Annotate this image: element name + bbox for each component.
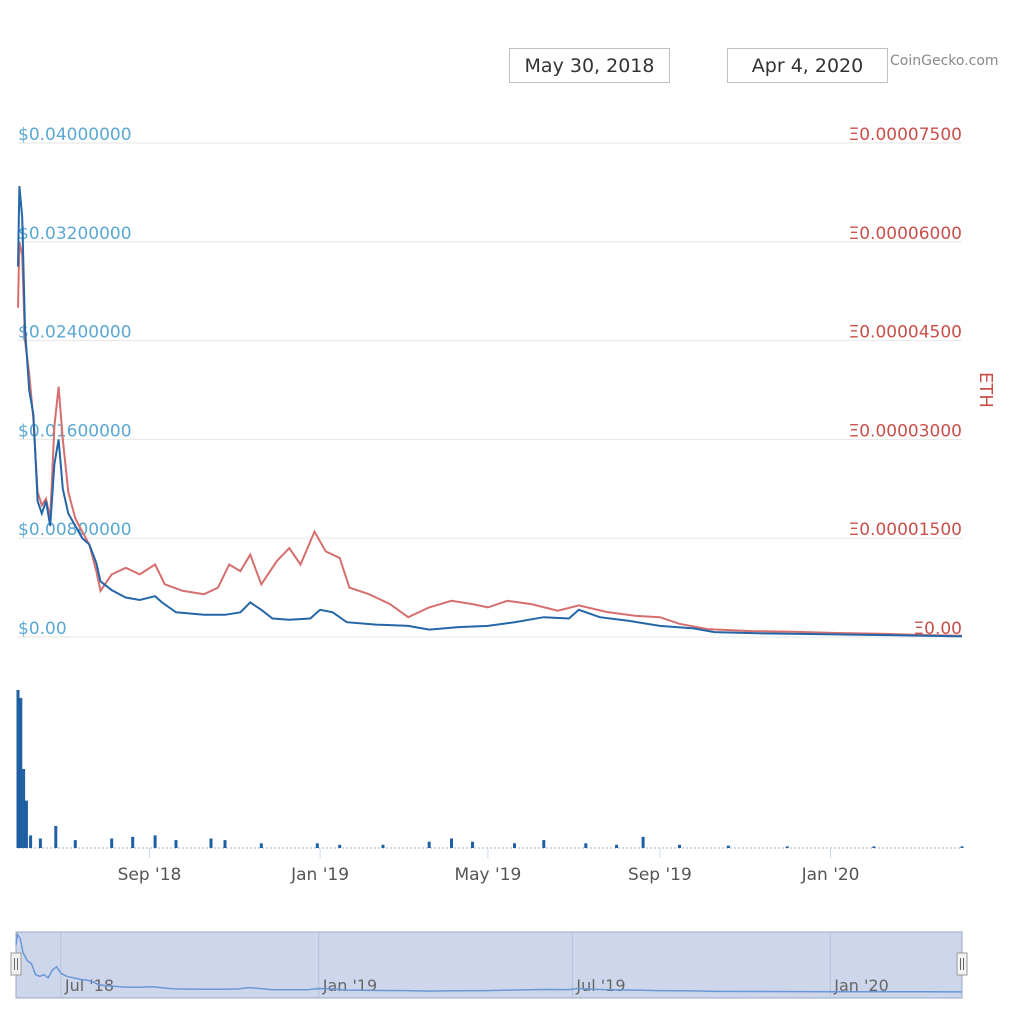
volume-bar (38, 838, 42, 848)
volume-bar (678, 844, 681, 848)
usd-tick-label: $0.04000000 (18, 125, 132, 145)
volume-bar (338, 844, 342, 848)
volume-bar (24, 800, 28, 848)
navigator-right-handle[interactable] (956, 952, 968, 976)
volume-bar (615, 844, 619, 848)
volume-bar (174, 840, 178, 848)
eth-tick-label: Ξ0.00006000 (849, 224, 963, 244)
volume-bar (22, 769, 26, 848)
volume-bar (641, 836, 645, 848)
volume-bar (73, 840, 77, 848)
volume-bar (513, 843, 516, 848)
usd-tick-label: $0.00 (18, 619, 67, 639)
volume-bars (16, 690, 964, 849)
volume-bar (427, 841, 431, 848)
x-tick-label: May '19 (454, 865, 521, 885)
navigator-tick-label: Jul '18 (64, 976, 114, 995)
price-lines (17, 186, 963, 638)
volume-bar (584, 843, 588, 848)
navigator[interactable]: Jul '18 Jan '19 Jul '19 Jan '20 (10, 931, 968, 999)
volume-bar (381, 844, 385, 848)
usd-axis: $0.00 $0.00800000 $0.01600000 $0.02400000 $0… (18, 125, 132, 639)
volume-bar (259, 843, 263, 848)
x-tick-label: Sep '19 (628, 865, 692, 885)
handle-grip (10, 952, 22, 976)
volume-bar (471, 841, 474, 848)
volume-bar (960, 846, 964, 848)
range-end-input[interactable]: Apr 4, 2020 (727, 48, 888, 83)
eth-tick-label: Ξ0.00007500 (849, 125, 963, 145)
navigator-series-line (15, 932, 963, 993)
usd-tick-label: $0.01600000 (18, 421, 132, 441)
volume-bar (542, 840, 546, 848)
volume-bar (223, 840, 227, 848)
credit-link[interactable]: CoinGecko.com (890, 53, 999, 69)
volume-bar (872, 846, 876, 848)
handle-grip (956, 952, 968, 976)
eth-tick-label: Ξ0.00 (913, 619, 962, 639)
eth-axis: Ξ0.00 Ξ0.00001500 Ξ0.00003000 Ξ0.00004500 Ξ0… (849, 125, 963, 639)
navigator-left-handle[interactable] (10, 952, 22, 976)
navigator-tick-label: Jan '20 (833, 976, 889, 995)
volume-bar (29, 835, 33, 848)
eth-price-line (17, 241, 963, 637)
usd-price-line (17, 186, 963, 638)
volume-bar (19, 697, 23, 848)
usd-tick-label: $0.03200000 (18, 224, 132, 244)
range-start-input[interactable]: May 30, 2018 (509, 48, 670, 83)
volume-bar (209, 838, 213, 848)
volume-bar (726, 845, 730, 848)
usd-tick-label: $0.02400000 (18, 323, 132, 343)
eth-axis-label: ETH (975, 372, 996, 408)
eth-tick-label: Ξ0.00001500 (849, 520, 963, 540)
x-tick-label: Jan '20 (801, 865, 860, 885)
volume-bar (16, 690, 20, 848)
navigator-tick-label: Jul '19 (575, 976, 625, 995)
volume-bar (110, 838, 114, 848)
eth-tick-label: Ξ0.00004500 (849, 323, 963, 343)
usd-tick-label: $0.00800000 (18, 520, 132, 540)
navigator-tick-label: Jan '19 (322, 976, 378, 995)
volume-bar (131, 836, 135, 848)
x-tick-label: Sep '18 (118, 865, 182, 885)
gridlines (18, 142, 962, 638)
eth-tick-label: Ξ0.00003000 (849, 421, 963, 441)
x-axis: Sep '18 Jan '19 May '19 Sep '19 Jan '20 (118, 848, 860, 885)
volume-bar (315, 843, 319, 848)
volume-bar (450, 838, 453, 848)
volume-bar (54, 825, 58, 848)
volume-bar (153, 835, 157, 848)
volume-bar (785, 846, 789, 848)
x-tick-label: Jan '19 (290, 865, 349, 885)
navigator-window (15, 931, 963, 999)
